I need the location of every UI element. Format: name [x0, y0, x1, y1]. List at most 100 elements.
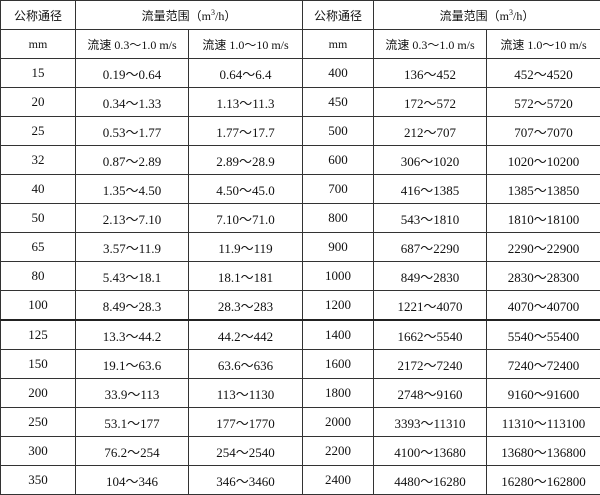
cell-dn1: 65	[1, 233, 76, 262]
flow-header-right: 流量范围（m3/h）	[374, 1, 600, 30]
cell-dn2: 2000	[303, 408, 374, 437]
cell-b2: 1385～13850	[487, 175, 600, 204]
cell-dn1: 25	[1, 117, 76, 146]
speed-low-right: 流速 0.3～1.0 m/s	[374, 30, 487, 59]
cell-b2: 13680～136800	[487, 437, 600, 466]
cell-dn1: 100	[1, 291, 76, 321]
header-row-1: 公称通径 流量范围（m3/h） 公称通径 流量范围（m3/h）	[1, 1, 600, 30]
cell-b1: 18.1～181	[189, 262, 303, 291]
cell-dn1: 50	[1, 204, 76, 233]
speed-high-left: 流速 1.0～10 m/s	[189, 30, 303, 59]
cell-dn2: 1000	[303, 262, 374, 291]
cell-b1: 4.50～45.0	[189, 175, 303, 204]
cell-a2: 2748～9160	[374, 379, 487, 408]
cell-a1: 2.13～7.10	[76, 204, 189, 233]
cell-dn2: 700	[303, 175, 374, 204]
cell-dn1: 125	[1, 320, 76, 350]
cell-dn1: 40	[1, 175, 76, 204]
cell-a1: 19.1～63.6	[76, 350, 189, 379]
cell-a1: 0.53～1.77	[76, 117, 189, 146]
cell-b1: 2.89～28.9	[189, 146, 303, 175]
cell-b2: 1810～18100	[487, 204, 600, 233]
cell-a1: 76.2～254	[76, 437, 189, 466]
cell-dn1: 20	[1, 88, 76, 117]
cell-b2: 5540～55400	[487, 320, 600, 350]
cell-b1: 63.6～636	[189, 350, 303, 379]
cell-dn2: 1400	[303, 320, 374, 350]
cell-a1: 1.35～4.50	[76, 175, 189, 204]
cell-dn2: 1800	[303, 379, 374, 408]
cell-b2: 7240～72400	[487, 350, 600, 379]
cell-b1: 1.13～11.3	[189, 88, 303, 117]
cell-a1: 0.87～2.89	[76, 146, 189, 175]
cell-b2: 11310～113100	[487, 408, 600, 437]
cell-a2: 172～572	[374, 88, 487, 117]
cell-a2: 4480～16280	[374, 466, 487, 495]
header-row-2: mm 流速 0.3～1.0 m/s 流速 1.0～10 m/s mm 流速 0.…	[1, 30, 600, 59]
cell-a2: 2172～7240	[374, 350, 487, 379]
cell-dn2: 2200	[303, 437, 374, 466]
cell-dn2: 800	[303, 204, 374, 233]
cell-a1: 3.57～11.9	[76, 233, 189, 262]
cell-b2: 9160～91600	[487, 379, 600, 408]
cell-b1: 113～1130	[189, 379, 303, 408]
cell-b2: 707～7070	[487, 117, 600, 146]
cell-a2: 1662～5540	[374, 320, 487, 350]
cell-b2: 2290～22900	[487, 233, 600, 262]
cell-a1: 8.49～28.3	[76, 291, 189, 321]
cell-dn2: 450	[303, 88, 374, 117]
cell-b2: 16280～162800	[487, 466, 600, 495]
cell-dn1: 32	[1, 146, 76, 175]
cell-a1: 5.43～18.1	[76, 262, 189, 291]
dn-header-left: 公称通径	[1, 1, 76, 30]
cell-dn1: 200	[1, 379, 76, 408]
speed-low-left: 流速 0.3～1.0 m/s	[76, 30, 189, 59]
cell-a2: 1221～4070	[374, 291, 487, 321]
cell-b1: 254～2540	[189, 437, 303, 466]
cell-b1: 44.2～442	[189, 320, 303, 350]
unit-left: mm	[1, 30, 76, 59]
cell-a2: 849～2830	[374, 262, 487, 291]
speed-high-right: 流速 1.0～10 m/s	[487, 30, 600, 59]
unit-right: mm	[303, 30, 374, 59]
cell-a1: 53.1～177	[76, 408, 189, 437]
cell-b1: 1.77～17.7	[189, 117, 303, 146]
cell-a2: 306～1020	[374, 146, 487, 175]
cell-b1: 28.3～283	[189, 291, 303, 321]
cell-dn2: 600	[303, 146, 374, 175]
cell-a1: 104～346	[76, 466, 189, 495]
cell-dn2: 500	[303, 117, 374, 146]
cell-b2: 1020～10200	[487, 146, 600, 175]
cell-a1: 13.3～44.2	[76, 320, 189, 350]
cell-b2: 452～4520	[487, 59, 600, 88]
cell-dn1: 250	[1, 408, 76, 437]
cell-a2: 3393～11310	[374, 408, 487, 437]
cell-a1: 33.9～113	[76, 379, 189, 408]
cell-a2: 687～2290	[374, 233, 487, 262]
cell-a2: 212～707	[374, 117, 487, 146]
cell-dn1: 15	[1, 59, 76, 88]
cell-dn1: 80	[1, 262, 76, 291]
cell-b1: 11.9～119	[189, 233, 303, 262]
cell-a1: 0.34～1.33	[76, 88, 189, 117]
cell-b1: 346～3460	[189, 466, 303, 495]
cell-a2: 416～1385	[374, 175, 487, 204]
cell-b2: 572～5720	[487, 88, 600, 117]
cell-a2: 4100～13680	[374, 437, 487, 466]
cell-b1: 7.10～71.0	[189, 204, 303, 233]
dn-header-right: 公称通径	[303, 1, 374, 30]
cell-b2: 4070～40700	[487, 291, 600, 321]
cell-a1: 0.19～0.64	[76, 59, 189, 88]
cell-dn2: 1600	[303, 350, 374, 379]
